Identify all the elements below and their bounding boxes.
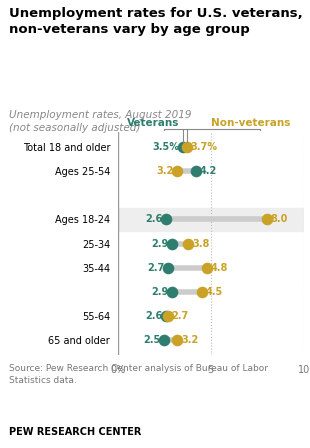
Text: 3.7%: 3.7% — [190, 142, 217, 151]
Text: Unemployment rates for U.S. veterans,
non-veterans vary by age group: Unemployment rates for U.S. veterans, no… — [9, 7, 303, 36]
Text: 2.5: 2.5 — [143, 336, 161, 345]
Bar — [118, 207, 304, 231]
Point — [199, 289, 204, 296]
Point — [264, 215, 269, 223]
Text: 3.8: 3.8 — [192, 238, 210, 249]
Text: 2.9: 2.9 — [151, 238, 168, 249]
Point — [162, 337, 167, 344]
Point — [205, 264, 210, 271]
Text: 3.5%: 3.5% — [152, 142, 179, 151]
Point — [166, 264, 171, 271]
Text: 4.8: 4.8 — [211, 263, 228, 273]
Text: 3.2: 3.2 — [181, 336, 198, 345]
Text: Source: Pew Research Center analysis of Bureau of Labor
Statistics data.: Source: Pew Research Center analysis of … — [9, 364, 268, 385]
Text: 2.7: 2.7 — [172, 311, 189, 321]
Text: Unemployment rates, August 2019
(not seasonally adjusted): Unemployment rates, August 2019 (not sea… — [9, 110, 192, 133]
Point — [166, 313, 171, 320]
Point — [180, 143, 185, 150]
Text: 2.7: 2.7 — [147, 263, 164, 273]
Point — [193, 167, 198, 174]
Point — [175, 337, 180, 344]
Text: Veterans: Veterans — [127, 117, 179, 128]
Point — [169, 289, 174, 296]
Point — [186, 240, 191, 247]
Point — [164, 215, 169, 223]
Text: 4.2: 4.2 — [200, 166, 217, 176]
Text: PEW RESEARCH CENTER: PEW RESEARCH CENTER — [9, 427, 142, 437]
Text: 8.0: 8.0 — [270, 214, 288, 224]
Text: 3.2: 3.2 — [156, 166, 174, 176]
Point — [175, 167, 180, 174]
Point — [164, 313, 169, 320]
Point — [169, 240, 174, 247]
Text: 2.6: 2.6 — [145, 311, 162, 321]
Point — [184, 143, 189, 150]
Text: 2.6: 2.6 — [145, 214, 162, 224]
Text: Non-veterans: Non-veterans — [211, 117, 290, 128]
Text: 2.9: 2.9 — [151, 287, 168, 297]
Text: 4.5: 4.5 — [205, 287, 223, 297]
